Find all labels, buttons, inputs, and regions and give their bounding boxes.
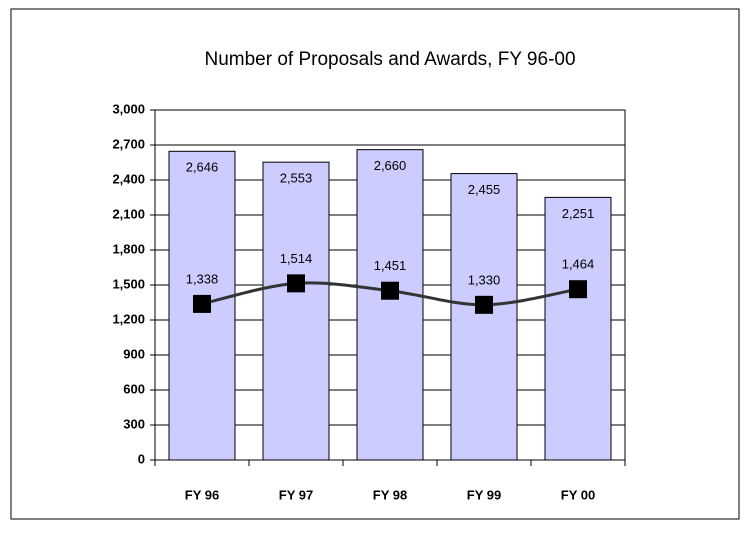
x-tick-label: FY 98 <box>373 487 407 502</box>
line-value-label: 1,338 <box>186 271 219 286</box>
line-marker <box>381 281 399 300</box>
y-tick-label: 1,500 <box>112 276 145 291</box>
y-tick-label: 2,400 <box>112 171 145 186</box>
bar <box>262 161 330 461</box>
y-tick-label: 600 <box>123 381 145 396</box>
y-tick-label: 300 <box>123 416 145 431</box>
y-tick-label: 1,800 <box>112 241 145 256</box>
line-value-label: 1,514 <box>280 251 313 266</box>
y-tick-label: 2,100 <box>112 206 145 221</box>
line-marker <box>475 295 493 314</box>
line-value-label: 1,451 <box>374 258 407 273</box>
x-tick-label: FY 99 <box>467 487 501 502</box>
bar-value-label: 2,553 <box>280 171 313 186</box>
line-marker <box>569 280 587 299</box>
y-tick-label: 3,000 <box>112 101 145 116</box>
chart-title: Number of Proposals and Awards, FY 96-00 <box>204 49 575 70</box>
bar-value-label: 2,660 <box>374 158 407 173</box>
line-value-label: 1,330 <box>468 272 501 287</box>
bar-value-label: 2,455 <box>468 182 501 197</box>
bar <box>450 173 518 461</box>
bar-value-label: 2,646 <box>186 160 219 175</box>
line-value-label: 1,464 <box>562 257 595 272</box>
x-tick-label: FY 00 <box>561 487 595 502</box>
x-tick-label: FY 96 <box>185 487 219 502</box>
y-tick-label: 0 <box>138 451 145 466</box>
bar <box>356 149 424 461</box>
bar <box>544 196 612 461</box>
y-tick-label: 1,200 <box>112 311 145 326</box>
x-tick-label: FY 97 <box>279 487 313 502</box>
y-tick-label: 2,700 <box>112 136 145 151</box>
line-marker <box>193 294 211 313</box>
line-marker <box>287 274 305 293</box>
y-tick-label: 900 <box>123 346 145 361</box>
bar-value-label: 2,251 <box>562 206 595 221</box>
